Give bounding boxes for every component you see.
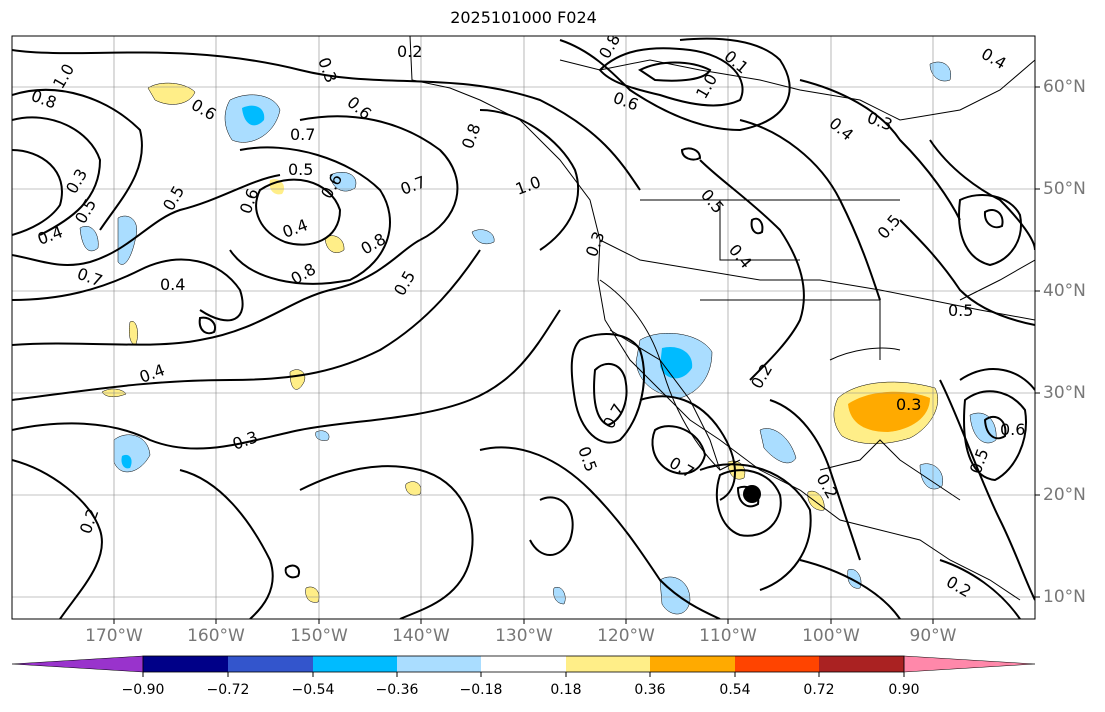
thin-contours [599,279,901,471]
colorbar-tick-label: −0.36 [375,682,419,698]
colorbar-tick-label: 0.36 [634,682,666,698]
svg-text:1.0: 1.0 [513,172,543,199]
svg-text:0.3: 0.3 [865,108,895,135]
shading-layer [79,61,997,615]
lon-label: 90°W [909,626,957,646]
svg-text:0.6: 0.6 [188,95,220,124]
colorbar-tick-label: −0.90 [121,682,165,698]
contour-lines [12,37,1035,619]
lat-label: 40°N [1043,281,1086,301]
svg-text:0.5: 0.5 [874,211,905,243]
svg-text:0.3: 0.3 [582,229,609,259]
colorbar-tick-label: −0.72 [206,682,250,698]
plot-title: 2025101000 F024 [450,8,597,27]
lat-ticks [1035,86,1040,598]
svg-text:0.4: 0.4 [725,240,756,272]
lat-label: 50°N [1043,179,1086,199]
lat-label: 60°N [1043,77,1086,97]
svg-text:1.0: 1.0 [692,70,721,102]
lon-label: 170°W [85,626,143,646]
colorbar [11,655,1036,677]
svg-text:0.4: 0.4 [280,215,310,242]
contour-labels: 0.2 0.3 0.8 1.0 0.6 0.6 0.7 0.5 0.6 0.4 … [29,36,1026,601]
lat-label: 10°N [1043,587,1086,607]
coastlines [409,36,1035,601]
svg-text:0.5: 0.5 [574,444,601,474]
svg-text:0.2: 0.2 [747,360,776,392]
svg-text:0.8: 0.8 [358,229,390,258]
svg-text:0.2: 0.2 [76,506,103,536]
svg-text:0.7: 0.7 [398,172,428,199]
lon-label: 140°W [392,626,450,646]
colorbar-tick-label: 0.54 [719,682,751,698]
svg-text:0.4: 0.4 [160,275,185,294]
svg-text:0.4: 0.4 [825,114,857,145]
colorbar-tick-label: −0.54 [291,682,335,698]
colorbar-tick-label: 0.72 [803,682,835,698]
svg-text:0.8: 0.8 [458,121,485,151]
svg-text:0.1: 0.1 [720,47,752,78]
svg-text:0.5: 0.5 [948,301,973,320]
svg-text:0.6: 0.6 [611,88,641,115]
svg-text:0.2: 0.2 [397,42,422,61]
svg-text:0.7: 0.7 [666,453,698,482]
svg-text:0.3: 0.3 [314,55,341,85]
lon-ticks [113,619,934,624]
svg-text:0.7: 0.7 [290,125,315,144]
storm-center-marker [743,485,761,503]
svg-text:0.4: 0.4 [35,222,65,249]
svg-text:0.3: 0.3 [230,427,260,454]
svg-text:0.3: 0.3 [62,165,91,197]
lon-label: 110°W [699,626,757,646]
lat-label: 20°N [1043,485,1086,505]
colorbar-tick-label: 0.18 [550,682,582,698]
svg-text:0.5: 0.5 [390,267,419,299]
lon-label: 100°W [802,626,860,646]
lat-label: 30°N [1043,383,1086,403]
lon-label: 130°W [495,626,553,646]
svg-text:0.5: 0.5 [697,185,728,217]
svg-text:0.5: 0.5 [288,160,313,179]
lon-label: 150°W [290,626,348,646]
graticule [12,36,1035,619]
svg-text:0.4: 0.4 [978,44,1010,73]
colorbar-tick-label: −0.18 [459,682,503,698]
lon-label: 120°W [597,626,655,646]
lon-label: 160°W [187,626,245,646]
svg-text:0.6: 0.6 [236,186,263,216]
svg-text:0.3: 0.3 [896,395,921,414]
svg-text:0.6: 0.6 [1000,420,1025,439]
colorbar-tick-label: 0.90 [888,682,920,698]
svg-text:0.5: 0.5 [71,195,100,227]
